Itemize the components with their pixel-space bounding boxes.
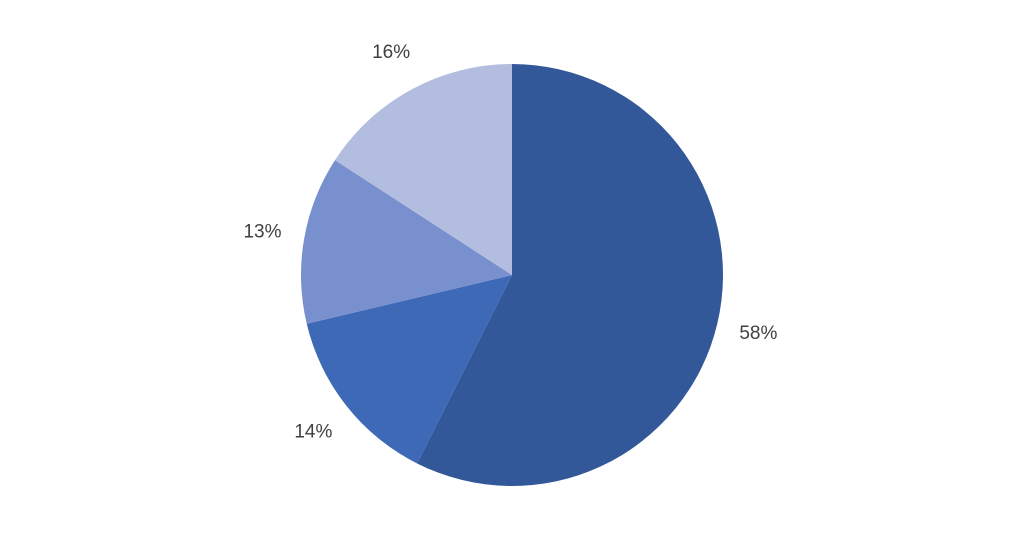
pie-slice — [417, 64, 724, 486]
slice-data-label: 58% — [739, 323, 777, 344]
slice-data-label: 13% — [243, 221, 281, 242]
slice-data-label: 16% — [372, 42, 410, 63]
pie-slice — [301, 160, 512, 324]
pie-slice — [306, 275, 512, 464]
pie-labels: 58% 14% 13% 16% — [243, 42, 777, 442]
slice-data-label: 14% — [294, 421, 332, 442]
pie-slice — [334, 64, 512, 275]
pie-slices — [301, 64, 724, 486]
